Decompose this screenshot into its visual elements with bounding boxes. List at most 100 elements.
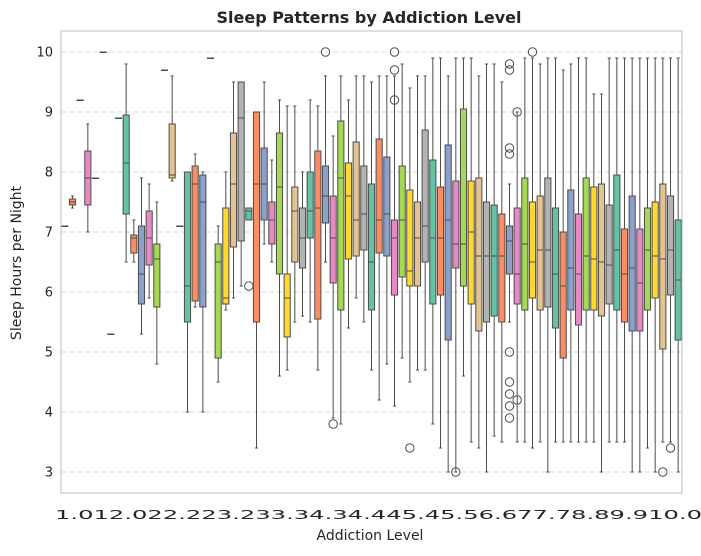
box-body: [574, 213, 583, 326]
box-group: [665, 57, 676, 453]
box-body: [544, 177, 552, 308]
outlier-point: [504, 389, 515, 399]
box-body: [536, 195, 544, 311]
box-group: [61, 225, 69, 227]
box-group: [643, 57, 652, 449]
box-group: [199, 171, 207, 413]
box-group: [482, 63, 491, 473]
box-group: [237, 81, 245, 287]
box-group: [636, 57, 644, 473]
box-body: [360, 165, 368, 251]
box-group: [475, 75, 483, 449]
box-group: [628, 57, 636, 473]
box-group: [337, 75, 345, 425]
box-group: [413, 75, 422, 371]
box-body: [398, 165, 406, 278]
outlier-point: [504, 401, 515, 411]
box-group: [76, 99, 84, 101]
box-group: [306, 99, 314, 323]
box-group: [559, 69, 567, 443]
box-group: [567, 63, 575, 443]
box-body: [597, 183, 606, 317]
box-group: [130, 219, 138, 263]
box-body: [413, 201, 422, 287]
y-tick-label: 6: [45, 286, 53, 301]
x-axis-label: Addiction Level: [317, 528, 424, 544]
box-body: [390, 219, 399, 296]
box-group: [244, 207, 254, 291]
box-group: [582, 57, 590, 443]
box-group: [320, 47, 331, 263]
box-group: [398, 63, 406, 359]
box-group: [84, 123, 92, 233]
y-tick-label: 8: [45, 166, 53, 181]
box-group: [536, 63, 544, 443]
box-group: [314, 105, 322, 371]
box-body: [459, 108, 468, 287]
box-body: [275, 132, 284, 275]
box-group: [328, 135, 338, 429]
box-body: [130, 234, 138, 254]
box-group: [574, 57, 583, 443]
box-group: [168, 75, 176, 182]
outlier-point: [504, 143, 515, 153]
box-body: [237, 81, 245, 242]
box-group: [512, 107, 522, 443]
box-body: [314, 150, 322, 320]
outlier-point: [504, 149, 515, 159]
box-body: [636, 228, 644, 332]
box-body: [567, 189, 575, 311]
box-body: [229, 132, 238, 248]
box-group: [429, 57, 437, 425]
box-body: [643, 207, 652, 311]
plot-frame: [60, 30, 683, 494]
outlier-point: [320, 47, 331, 57]
box-group: [405, 87, 415, 453]
box-group: [260, 81, 268, 245]
box-group: [444, 75, 452, 473]
box-body: [352, 141, 360, 257]
outlier-point: [389, 47, 400, 57]
outlier-point: [527, 47, 538, 57]
outlier-point: [504, 59, 515, 69]
box-body: [436, 186, 445, 296]
box-series: [61, 47, 682, 477]
y-tick-label: 7: [45, 226, 53, 241]
box-group: [137, 177, 146, 335]
y-tick-label: 9: [45, 106, 53, 121]
outlier-point: [665, 443, 676, 453]
box-group: [490, 63, 498, 437]
box-group: [375, 75, 383, 401]
box-body: [613, 174, 621, 311]
box-group: [620, 57, 629, 443]
box-body: [490, 204, 498, 317]
outlier-point: [504, 377, 515, 387]
box-group: [658, 57, 668, 477]
box-group: [252, 111, 261, 449]
box-group: [674, 57, 682, 473]
box-group: [527, 47, 538, 449]
box-body: [291, 186, 299, 263]
outlier-point: [389, 65, 400, 75]
box-group: [360, 75, 368, 323]
box-group: [436, 57, 445, 449]
outlier-point: [658, 467, 668, 477]
box-group: [298, 171, 307, 317]
box-body: [383, 156, 391, 257]
box-group: [613, 57, 621, 443]
box-group: [68, 195, 77, 209]
box-body: [590, 186, 598, 311]
box-body: [191, 165, 199, 302]
box-body: [306, 171, 314, 239]
box-group: [268, 159, 276, 263]
box-group: [145, 183, 153, 299]
box-group: [367, 81, 376, 371]
box-group: [544, 57, 552, 473]
box-body: [268, 201, 276, 245]
box-group: [214, 225, 222, 383]
box-body: [659, 183, 667, 350]
box-body: [245, 207, 253, 221]
box-group: [459, 57, 468, 377]
